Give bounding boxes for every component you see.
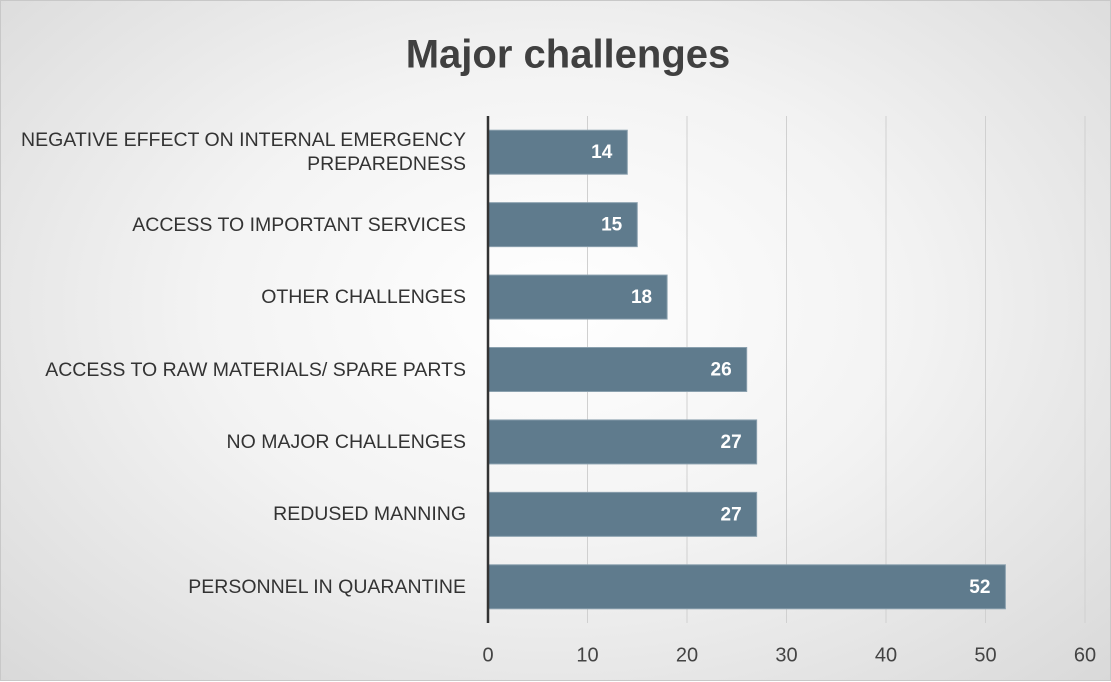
bar [487,564,1006,610]
y-tick-label: ACCESS TO IMPORTANT SERVICES [132,213,466,236]
value-label: 52 [969,577,990,598]
chart-title: Major challenges [406,33,731,77]
bar [487,347,748,392]
value-label: 14 [591,142,613,163]
y-tick-label: NO MAJOR CHALLENGES [226,430,466,453]
x-tick-label: 40 [875,644,897,666]
x-tick-label: 50 [974,644,996,666]
value-label: 15 [601,215,623,236]
bar [487,129,628,175]
y-tick-label: NEGATIVE EFFECT ON INTERNAL EMERGENCY PR… [21,129,466,176]
y-tick-label: OTHER CHALLENGES [261,286,466,309]
bar [487,202,638,248]
x-tick-label: 0 [482,644,493,666]
x-tick-label: 20 [676,644,698,666]
value-label: 27 [721,432,742,453]
x-tick-label: 10 [576,644,598,666]
value-label: 26 [711,360,732,381]
y-tick-label: REDUSED MANNING [273,503,466,526]
value-label: 27 [721,504,742,525]
y-tick-label: PERSONNEL IN QUARANTINE [188,575,466,598]
bar [487,419,758,465]
x-tick-label: 30 [775,644,797,666]
value-label: 18 [631,287,652,308]
bar [487,274,668,320]
x-tick-label: 60 [1074,644,1096,666]
y-tick-label: ACCESS TO RAW MATERIALS/ SPARE PARTS [45,358,466,381]
bar [487,491,758,537]
